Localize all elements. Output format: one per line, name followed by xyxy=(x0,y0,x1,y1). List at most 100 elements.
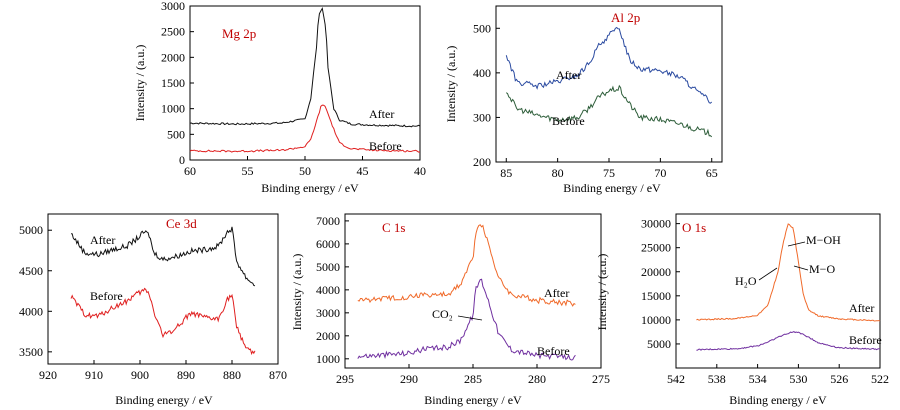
y-axis-label-c: Intensity / (a.u.) xyxy=(290,254,304,331)
series-c xyxy=(357,224,576,361)
y-tick-label-ce: 4500 xyxy=(19,264,43,278)
x-tick-label-al: 85 xyxy=(500,166,512,180)
x-tick-label-o: 530 xyxy=(789,372,807,386)
y-tick-label-o: 20000 xyxy=(641,265,671,279)
x-tick-label-c: 290 xyxy=(400,372,418,386)
x-tick-label-al: 80 xyxy=(552,166,564,180)
before-label-mg: Before xyxy=(369,139,402,153)
ticks-c: 295 290 285 280 275 1000 2000 3000 4000 5000 6000 7… xyxy=(316,214,610,386)
x-tick-label-o: 542 xyxy=(667,372,685,386)
panel-title-o: O 1s xyxy=(682,220,706,235)
series-o xyxy=(696,223,881,351)
panel-al: 85 80 75 70 65 200 300 400 500 Al 2p After Befor… xyxy=(444,5,723,195)
before-label-ce: Before xyxy=(90,289,123,303)
x-tick-label-ce: 870 xyxy=(269,368,287,382)
before-label-o: Before xyxy=(849,333,882,347)
y-tick-label-al: 300 xyxy=(473,110,491,124)
m-o-arrow-o xyxy=(793,265,809,271)
series-al xyxy=(505,26,713,138)
panel-title-mg: Mg 2p xyxy=(222,26,256,41)
series-line-al-after xyxy=(505,26,713,104)
x-tick-label-ce: 880 xyxy=(223,368,241,382)
y-tick-label-al: 500 xyxy=(473,21,491,35)
x-tick-label-o: 526 xyxy=(830,372,848,386)
h2o-arrow-o xyxy=(758,267,778,281)
series-line-o-before xyxy=(696,331,880,351)
ticks-al: 85 80 75 70 65 200 300 400 500 xyxy=(473,21,718,180)
x-tick-label-mg: 55 xyxy=(242,164,254,178)
x-tick-label-ce: 920 xyxy=(39,368,57,382)
y-tick-label-o: 25000 xyxy=(641,241,671,255)
y-tick-label-o: 5000 xyxy=(647,337,671,351)
plot-frame-ce xyxy=(47,213,279,365)
x-axis-label-mg: Binding energy / eV xyxy=(261,181,359,195)
y-tick-label-c: 5000 xyxy=(316,260,340,274)
y-tick-label-c: 1000 xyxy=(316,352,340,366)
x-tick-label-mg: 45 xyxy=(357,164,369,178)
panel-title-c: C 1s xyxy=(382,220,405,235)
x-axis-label-al: Binding energy / eV xyxy=(563,181,661,195)
m-o-label-o: M−O xyxy=(809,262,835,276)
y-tick-label-o: 10000 xyxy=(641,313,671,327)
x-tick-label-mg: 50 xyxy=(299,164,311,178)
series-line-ce-before xyxy=(70,287,256,356)
panel-ce: 920 910 900 890 880 870 3500 4000 4500 5000 Ce 3d… xyxy=(19,213,287,407)
y-tick-label-mg: 2000 xyxy=(161,50,185,64)
series-mg xyxy=(189,6,421,153)
x-tick-label-ce: 890 xyxy=(177,368,195,382)
h2o-label-o: H₂O xyxy=(735,274,757,288)
x-axis-label-c: Binding energy / eV xyxy=(424,393,522,407)
y-tick-label-al: 200 xyxy=(473,155,491,169)
after-label-o: After xyxy=(849,301,874,315)
x-tick-label-c: 285 xyxy=(464,372,482,386)
y-axis-label-al: Intensity / (a.u.) xyxy=(444,46,458,123)
y-tick-label-c: 7000 xyxy=(316,214,340,228)
y-tick-label-ce: 4000 xyxy=(19,304,43,318)
series-line-c-after xyxy=(357,224,576,307)
ticks-mg: 60 55 50 45 40 0 500 1000 1500 2000 2500 3000 xyxy=(161,0,426,178)
series-line-al-before xyxy=(505,84,713,138)
y-tick-label-mg: 3000 xyxy=(161,0,185,13)
x-tick-label-c: 295 xyxy=(336,372,354,386)
x-axis-label-ce: Binding energy / eV xyxy=(115,393,213,407)
y-tick-label-mg: 2500 xyxy=(161,25,185,39)
panel-o: 542 538 534 530 526 522 5000 10000 15000 20000 250… xyxy=(595,213,889,407)
y-tick-label-mg: 500 xyxy=(167,127,185,141)
before-label-al: Before xyxy=(552,114,585,128)
ticks-o: 542 538 534 530 526 522 5000 10000 15000 20000 250… xyxy=(641,217,889,386)
y-axis-label-mg: Intensity / (a.u.) xyxy=(133,45,147,122)
x-tick-label-ce: 910 xyxy=(85,368,103,382)
x-tick-label-c: 275 xyxy=(592,372,610,386)
plot-frame-o xyxy=(675,213,881,369)
co2-label-c: CO₂ xyxy=(432,307,453,321)
y-tick-label-mg: 1000 xyxy=(161,102,185,116)
y-tick-label-o: 30000 xyxy=(641,217,671,231)
y-tick-label-o: 15000 xyxy=(641,289,671,303)
before-label-c: Before xyxy=(537,344,570,358)
ticks-ce: 920 910 900 890 880 870 3500 4000 4500 5000 xyxy=(19,223,287,382)
y-tick-label-c: 6000 xyxy=(316,237,340,251)
x-tick-label-al: 70 xyxy=(654,166,666,180)
y-tick-label-ce: 3500 xyxy=(19,345,43,359)
series-line-mg-before xyxy=(189,104,421,153)
series-line-c-before xyxy=(357,278,576,361)
panel-title-ce: Ce 3d xyxy=(166,216,197,231)
after-label-ce: After xyxy=(90,233,115,247)
after-label-al: After xyxy=(556,68,581,82)
panel-c: 295 290 285 280 275 1000 2000 3000 4000 5000 6000 7… xyxy=(290,213,610,407)
x-tick-label-o: 534 xyxy=(749,372,767,386)
series-line-ce-after xyxy=(70,226,256,287)
y-tick-label-c: 3000 xyxy=(316,306,340,320)
x-tick-label-mg: 60 xyxy=(184,164,196,178)
x-tick-label-al: 65 xyxy=(706,166,718,180)
y-tick-label-ce: 5000 xyxy=(19,223,43,237)
panel-mg: 60 55 50 45 40 0 500 1000 1500 2000 2500 3000 Mg 2p… xyxy=(133,0,426,195)
y-tick-label-c: 2000 xyxy=(316,329,340,343)
series-line-o-after xyxy=(696,223,881,322)
series-ce xyxy=(70,226,256,356)
x-tick-label-c: 280 xyxy=(528,372,546,386)
y-axis-label-o: Intensity / (a.u.) xyxy=(595,254,609,331)
m-oh-arrow-o xyxy=(787,241,806,247)
y-tick-label-c: 4000 xyxy=(316,283,340,297)
